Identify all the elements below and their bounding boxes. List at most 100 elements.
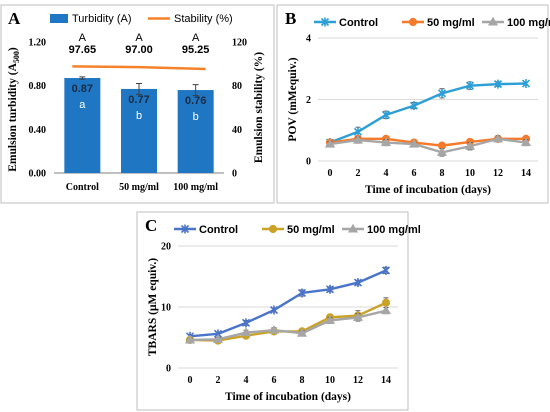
turbidity-error-bar [192,84,199,96]
data-point [296,328,308,337]
stability-data-label: 95.25 [182,44,210,56]
data-point [409,101,419,111]
x-tick-label: 8 [300,375,305,386]
data-point [381,265,391,275]
legend-label: 100 mg/ml [367,224,421,236]
legend-marker [268,224,278,234]
x-tick-label: 0 [328,168,333,179]
turbidity-data-label: 0.87 [72,83,93,95]
data-point [381,110,391,120]
turbidity-bar [64,78,101,173]
legend-marker [320,17,330,27]
turbidity-bar [121,88,157,173]
data-point [241,318,251,328]
y-left-tick-label: 0.00 [29,169,47,180]
y-tick-label: 0 [166,364,171,375]
y-tick-label: 20 [161,242,171,253]
x-tick-label: 14 [381,375,391,386]
y-tick-label: 10 [161,303,171,314]
series-line [189,309,387,342]
x-tick-label: 100 mg/ml [173,182,218,193]
x-tick-label: 12 [353,375,363,386]
data-point [352,134,364,144]
data-point [269,305,279,315]
x-axis-label: Time of incubation (days) [225,391,351,403]
x-tick-label: 4 [384,168,389,179]
data-point [212,334,224,343]
data-point [493,79,503,89]
legend-label-turbidity: Turbidity (A) [72,13,132,25]
legend-marker [180,224,190,234]
x-tick-label: 2 [356,168,361,179]
stability-data-label: 97.65 [69,44,97,56]
data-point [381,298,391,307]
y-right-tick-label: 40 [232,125,242,136]
data-point [465,81,475,91]
stability-letter: A [79,32,87,44]
x-tick-label: 4 [244,375,249,386]
legend-marker [408,17,418,27]
y-axis-label: TBARS (μM equiv.) [147,258,159,356]
y-tick-label: 0 [306,157,311,168]
turbidity-data-label: 0.77 [128,94,149,106]
turbidity-letter: b [136,110,142,122]
data-point [464,141,476,150]
y-right-tick-label: 0 [232,169,237,180]
legend-label: Control [199,224,238,236]
data-point [184,334,196,344]
data-point [436,147,448,156]
data-point [521,79,531,89]
x-tick-label: 12 [493,168,503,179]
panel-b-chart: B 0 2 4 0 2 4 6 8 10 12 14 Time of incubation (days)… [285,9,550,196]
legend-label-stability: Stability (%) [174,13,233,25]
data-point [520,137,532,147]
y-left-tick-label: 1.20 [29,38,47,49]
panel-letter: C [145,216,157,235]
y-right-axis-label: Emulsion stability (%) [253,52,265,163]
y-right-tick-label: 80 [232,81,242,92]
turbidity-error-bar [136,82,142,95]
legend-swatch-turbidity [50,14,68,23]
stability-letter: A [135,32,143,44]
legend-label: 100 mg/ml [507,17,550,29]
legend-label: Control [339,17,378,29]
data-point [325,284,335,294]
data-point [408,138,420,148]
x-tick-label: 14 [521,168,531,179]
y-left-tick-label: 0.40 [29,125,47,136]
y-left-tick-label: 0.80 [29,81,47,92]
y-tick-label: 2 [306,95,311,106]
panel-letter: B [285,9,296,28]
series-line [329,82,527,144]
x-tick-label: 6 [272,375,277,386]
turbidity-data-label: 0.76 [185,95,206,107]
x-tick-label: 2 [216,375,221,386]
x-tick-label: 10 [465,168,475,179]
legend-marker [487,16,499,26]
series-line [189,269,387,338]
x-tick-label: 50 mg/ml [119,182,159,193]
data-point [380,305,392,315]
data-point [324,315,336,324]
data-point [353,278,363,288]
x-axis-label: Time of incubation (days) [365,184,491,196]
panel-a-chart: A Turbidity (A) Stability (%)0.000.400.801… [7,9,265,193]
panel-a-letter: A [8,9,21,28]
x-tick-label: 6 [412,168,417,179]
data-point [492,133,504,143]
stability-letter: A [192,32,200,44]
y-axis-label: POV (mMequiv.) [287,57,299,141]
y-right-tick-label: 120 [232,38,247,49]
legend-label: 50 mg/ml [287,224,335,236]
data-point [240,327,252,337]
turbidity-error-bar [79,76,86,80]
legend-label: 50 mg/ml [427,17,475,29]
y-left-axis-label: Emulsion turbidity (A500) [7,47,21,172]
data-point [297,288,307,298]
data-point [352,312,364,321]
panel-c-chart: C 0 10 20 0 2 4 6 8 10 12 14 Time of incubation (day… [145,216,421,403]
data-point [380,137,392,147]
x-tick-label: Control [66,182,99,193]
x-tick-label: 10 [325,375,335,386]
